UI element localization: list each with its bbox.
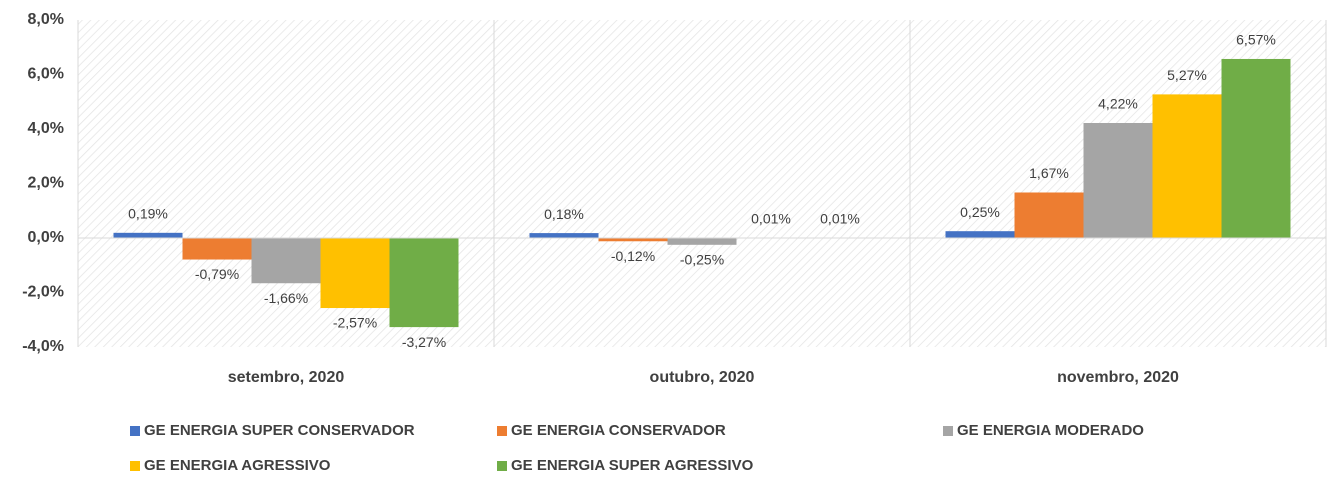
legend-swatch xyxy=(130,426,140,436)
bar xyxy=(320,238,390,309)
bar xyxy=(113,232,183,238)
legend-swatch xyxy=(130,461,140,471)
bar xyxy=(1083,123,1153,238)
legend-swatch xyxy=(943,426,953,436)
value-label: 0,25% xyxy=(960,204,1000,220)
y-tick-label: 8,0% xyxy=(28,11,64,28)
value-label: 4,22% xyxy=(1098,96,1138,112)
bar xyxy=(182,238,252,260)
value-label: 0,19% xyxy=(128,206,168,222)
legend-swatch xyxy=(497,426,507,436)
value-label: -3,27% xyxy=(402,334,446,350)
bar xyxy=(598,238,668,242)
legend-label: GE ENERGIA SUPER AGRESSIVO xyxy=(511,457,754,474)
value-label: -0,12% xyxy=(611,248,655,264)
value-label: -2,57% xyxy=(333,315,377,331)
value-label: 5,27% xyxy=(1167,67,1207,83)
bar xyxy=(251,238,321,284)
value-label: -1,66% xyxy=(264,290,308,306)
value-label: 0,01% xyxy=(820,210,860,226)
bar xyxy=(1221,58,1291,238)
y-tick-label: 0,0% xyxy=(28,229,64,246)
x-tick-label: novembro, 2020 xyxy=(1057,369,1179,386)
legend-label: GE ENERGIA AGRESSIVO xyxy=(144,457,331,474)
value-label: -0,25% xyxy=(680,252,724,268)
value-label: 1,67% xyxy=(1029,165,1069,181)
legend-label: GE ENERGIA MODERADO xyxy=(957,422,1144,439)
y-tick-label: -2,0% xyxy=(22,284,64,301)
bar xyxy=(389,238,459,328)
bar xyxy=(1152,94,1222,238)
y-tick-label: 6,0% xyxy=(28,66,64,83)
y-tick-label: -4,0% xyxy=(22,338,64,355)
x-tick-label: setembro, 2020 xyxy=(228,369,345,386)
value-label: -0,79% xyxy=(195,266,239,282)
value-label: 6,57% xyxy=(1236,32,1276,48)
value-label: 0,01% xyxy=(751,210,791,226)
bar xyxy=(667,238,737,245)
bar xyxy=(945,231,1015,238)
y-tick-label: 2,0% xyxy=(28,175,64,192)
legend-label: GE ENERGIA SUPER CONSERVADOR xyxy=(144,422,415,439)
y-tick-label: 4,0% xyxy=(28,120,64,137)
bar xyxy=(1014,192,1084,238)
value-label: 0,18% xyxy=(544,206,584,222)
bar xyxy=(529,233,599,238)
legend-label: GE ENERGIA CONSERVADOR xyxy=(511,422,726,439)
x-tick-label: outubro, 2020 xyxy=(650,369,755,386)
legend-swatch xyxy=(497,461,507,471)
